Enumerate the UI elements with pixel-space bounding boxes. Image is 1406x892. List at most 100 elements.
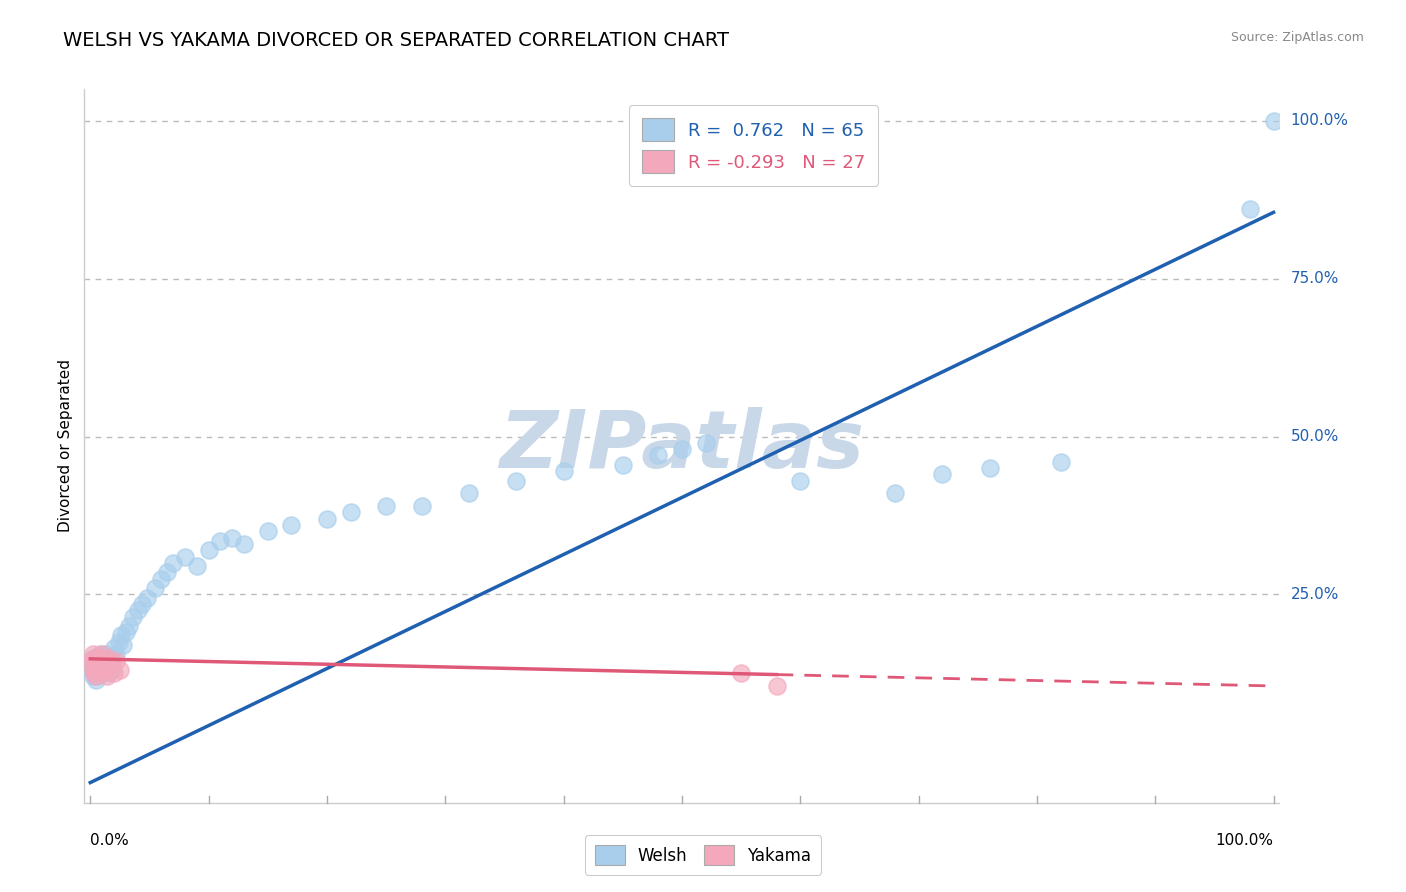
Point (97, 666, 120, 681)
Point (84, 669, 107, 683)
Point (108, 663, 131, 677)
Point (80, 663, 103, 677)
Point (91, 660, 114, 674)
Legend: Welsh, Yakama: Welsh, Yakama (585, 836, 821, 875)
Point (1263, 113, 1285, 128)
Point (94, 654, 117, 668)
Text: 25.0%: 25.0% (1291, 587, 1339, 602)
Point (1049, 455, 1071, 469)
Point (82, 669, 104, 683)
Point (221, 531, 243, 545)
Point (100, 663, 122, 677)
Point (107, 634, 129, 648)
Point (86, 663, 108, 677)
Point (91, 660, 114, 674)
Text: 100.0%: 100.0% (1291, 113, 1348, 128)
Point (93, 657, 115, 671)
Point (89, 657, 111, 671)
Point (86, 669, 108, 683)
Point (87, 650, 110, 665)
Point (100, 657, 122, 671)
Point (789, 474, 811, 488)
Point (84, 673, 107, 687)
Point (84, 650, 107, 665)
Point (103, 666, 125, 681)
Point (979, 461, 1001, 475)
Point (98, 654, 121, 668)
Point (375, 499, 398, 513)
Point (83, 657, 105, 671)
Point (91, 657, 114, 671)
Point (162, 556, 184, 570)
Point (84, 654, 107, 668)
Point (84, 663, 107, 677)
Point (256, 524, 278, 539)
Point (1239, 202, 1261, 217)
Point (91, 654, 114, 668)
Point (90, 666, 112, 681)
Point (411, 499, 433, 513)
Point (98, 660, 121, 674)
Point (82, 650, 104, 665)
Point (105, 648, 128, 662)
Point (131, 597, 153, 611)
Text: 50.0%: 50.0% (1291, 429, 1339, 444)
Point (83, 657, 105, 671)
Point (197, 543, 219, 558)
Point (612, 458, 634, 472)
Point (209, 533, 232, 548)
Point (91, 648, 114, 662)
Point (136, 591, 159, 605)
Y-axis label: Divorced or Separated: Divorced or Separated (58, 359, 73, 533)
Point (150, 572, 173, 586)
Point (83, 666, 105, 681)
Point (695, 435, 717, 450)
Text: 75.0%: 75.0% (1291, 271, 1339, 286)
Point (671, 442, 693, 457)
Point (174, 549, 197, 564)
Point (647, 449, 669, 463)
Point (93, 663, 115, 677)
Point (883, 486, 905, 500)
Point (112, 638, 135, 652)
Point (143, 581, 166, 595)
Point (82, 663, 104, 677)
Legend: R =  0.762   N = 65, R = -0.293   N = 27: R = 0.762 N = 65, R = -0.293 N = 27 (628, 105, 879, 186)
Text: WELSH VS YAKAMA DIVORCED OR SEPARATED CORRELATION CHART: WELSH VS YAKAMA DIVORCED OR SEPARATED CO… (63, 31, 730, 50)
Point (84, 660, 107, 674)
Point (86, 654, 108, 668)
Point (339, 505, 361, 519)
Point (82, 648, 104, 662)
Point (84, 660, 107, 674)
Point (114, 625, 136, 640)
Point (91, 663, 114, 677)
Point (80, 654, 103, 668)
Point (94, 648, 117, 662)
Point (83, 666, 105, 681)
Point (280, 517, 302, 532)
Point (233, 537, 256, 551)
Text: Source: ZipAtlas.com: Source: ZipAtlas.com (1230, 31, 1364, 45)
Point (765, 679, 787, 693)
Point (86, 657, 108, 671)
Point (110, 628, 132, 642)
Point (103, 641, 125, 656)
Text: 0.0%: 0.0% (90, 833, 129, 848)
Point (105, 654, 128, 668)
Text: 100.0%: 100.0% (1216, 833, 1274, 848)
Point (118, 619, 141, 633)
Point (89, 648, 111, 662)
Point (127, 603, 149, 617)
Point (90, 666, 112, 681)
Point (553, 464, 575, 478)
Point (186, 559, 208, 574)
Point (96, 669, 118, 683)
Point (97, 650, 120, 665)
Point (730, 666, 752, 681)
Point (458, 486, 481, 500)
Point (100, 650, 122, 665)
Point (505, 474, 527, 488)
Point (96, 660, 118, 674)
Point (316, 511, 339, 525)
Point (122, 609, 145, 624)
